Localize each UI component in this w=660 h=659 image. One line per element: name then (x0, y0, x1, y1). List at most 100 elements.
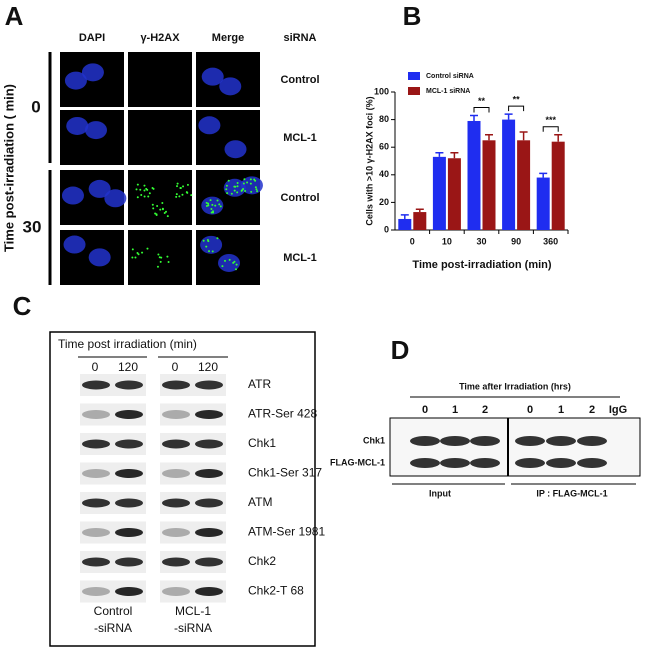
blot-band (195, 587, 223, 596)
blot-strip (160, 551, 226, 573)
blot-band (162, 498, 190, 508)
blot-strip (160, 374, 226, 396)
foci (254, 186, 257, 189)
blot-band (440, 436, 470, 446)
nucleus (63, 235, 86, 254)
blot-band (162, 439, 190, 449)
foci (205, 204, 208, 207)
column-header: DAPI (79, 32, 105, 44)
blot-strip (80, 551, 146, 573)
lane-label: 0 (422, 404, 428, 416)
blot-band (162, 410, 190, 419)
foci (216, 199, 219, 202)
row-label: Control (280, 74, 319, 86)
bar (551, 141, 565, 230)
foci (205, 245, 208, 248)
blot-band (577, 436, 607, 446)
panel-label: D (391, 335, 410, 365)
nucleus (198, 116, 221, 135)
nucleus (61, 186, 84, 205)
blot-strip (160, 580, 226, 603)
foci (155, 213, 158, 216)
row-label: MCL-1 (283, 252, 317, 264)
lane-label: 1 (452, 404, 458, 416)
y-tick-label: 100 (374, 86, 389, 96)
group-label: Input (429, 488, 451, 498)
foci (240, 189, 243, 192)
foci (134, 256, 137, 259)
foci (211, 203, 214, 206)
blot-band (162, 469, 190, 478)
foci (178, 195, 181, 198)
nucleus (223, 178, 246, 197)
lane-label: 2 (589, 404, 595, 416)
protein-label: ATM (248, 495, 272, 509)
nucleus (200, 235, 223, 254)
foci (179, 187, 182, 190)
y-tick-label: 60 (379, 142, 389, 152)
foci (151, 203, 154, 206)
foci (244, 189, 247, 192)
foci (143, 195, 146, 198)
significance-label: ** (513, 94, 521, 104)
foci (209, 199, 212, 202)
foci (246, 181, 249, 184)
blot-band (546, 458, 576, 468)
x-tick-label: 0 (410, 236, 415, 246)
protein-label: ATM-Ser 1981 (248, 525, 325, 539)
row-label: MCL-1 (283, 132, 317, 144)
lane-label: 0 (172, 360, 179, 374)
foci (255, 188, 258, 191)
error-bar (400, 214, 409, 219)
nucleus (88, 179, 111, 198)
lane-label: 2 (482, 404, 488, 416)
blot-band (195, 410, 223, 419)
foci (212, 211, 215, 214)
legend-swatch (408, 72, 420, 80)
error-bar (554, 134, 563, 142)
foci (146, 247, 149, 250)
lane-label: 0 (92, 360, 99, 374)
nucleus (81, 63, 104, 82)
foci (211, 250, 214, 253)
foci (131, 248, 134, 251)
blot-strip (80, 580, 146, 603)
bar (413, 212, 427, 230)
foci (233, 260, 236, 263)
protein-label: ATR-Ser 428 (248, 407, 317, 421)
row-label: Control (280, 192, 319, 204)
foci (225, 184, 228, 187)
blot-band (82, 469, 110, 478)
error-bar (435, 151, 444, 157)
blot-band (195, 380, 223, 390)
bar (502, 119, 516, 230)
blot-band (470, 458, 500, 468)
blot-band (195, 557, 223, 567)
blot-strip (160, 462, 226, 485)
foci (167, 261, 170, 264)
blot-band (82, 498, 110, 508)
group-label: -siRNA (94, 621, 132, 635)
blot-band (82, 380, 110, 390)
blot-band (195, 528, 223, 537)
foci (159, 260, 162, 263)
protein-label: Chk2 (248, 554, 276, 568)
y-tick-label: 0 (384, 224, 389, 234)
lane-label: IgG (609, 404, 627, 416)
foci (151, 187, 154, 190)
blot-band (82, 439, 110, 449)
blot-band (82, 528, 110, 537)
error-bar (470, 114, 478, 121)
protein-label: FLAG-MCL-1 (330, 457, 385, 467)
blot-band (515, 458, 545, 468)
foci (219, 205, 222, 208)
foci (207, 202, 210, 205)
blot-strip (80, 462, 146, 485)
foci (141, 251, 144, 254)
legend-label: MCL-1 siRNA (426, 88, 470, 95)
nucleus (224, 140, 247, 159)
lane-label: 120 (198, 360, 218, 374)
nucleus (201, 67, 224, 86)
foci (250, 190, 253, 193)
foci (226, 192, 229, 195)
